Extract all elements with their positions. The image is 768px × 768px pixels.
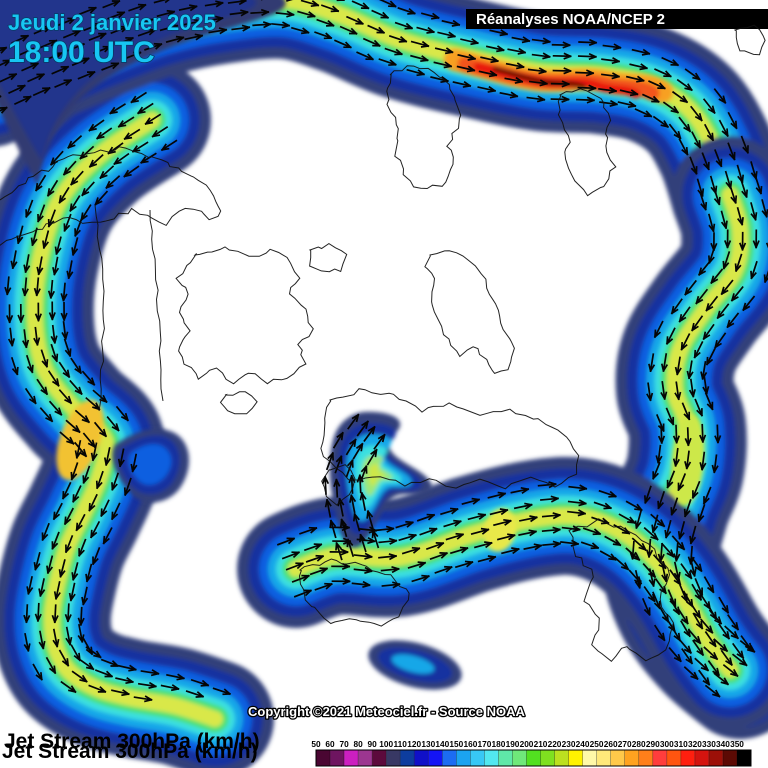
svg-text:230: 230 <box>562 739 576 749</box>
svg-text:140: 140 <box>435 739 449 749</box>
svg-text:50: 50 <box>311 739 321 749</box>
svg-text:170: 170 <box>477 739 491 749</box>
svg-text:190: 190 <box>506 739 520 749</box>
svg-text:18:00 UTC: 18:00 UTC <box>8 36 155 69</box>
svg-text:Réanalyses NOAA/NCEP 2: Réanalyses NOAA/NCEP 2 <box>476 11 665 28</box>
svg-text:180: 180 <box>491 739 505 749</box>
svg-text:350: 350 <box>730 739 744 749</box>
svg-text:210: 210 <box>534 739 548 749</box>
svg-text:220: 220 <box>548 739 562 749</box>
svg-text:60: 60 <box>325 739 335 749</box>
svg-text:130: 130 <box>421 739 435 749</box>
svg-text:160: 160 <box>463 739 477 749</box>
svg-text:200: 200 <box>520 739 534 749</box>
svg-text:110: 110 <box>394 739 408 749</box>
svg-text:150: 150 <box>449 739 463 749</box>
svg-text:310: 310 <box>674 739 688 749</box>
svg-text:320: 320 <box>688 739 702 749</box>
svg-text:80: 80 <box>353 739 363 749</box>
svg-text:250: 250 <box>590 739 604 749</box>
svg-text:240: 240 <box>576 739 590 749</box>
svg-text:260: 260 <box>604 739 618 749</box>
svg-text:300: 300 <box>660 739 674 749</box>
svg-text:280: 280 <box>632 739 646 749</box>
svg-text:90: 90 <box>367 739 377 749</box>
svg-text:270: 270 <box>618 739 632 749</box>
svg-text:330: 330 <box>702 739 716 749</box>
svg-text:120: 120 <box>407 739 421 749</box>
svg-text:340: 340 <box>716 739 730 749</box>
svg-text:Jeudi 2 janvier 2025: Jeudi 2 janvier 2025 <box>8 10 216 35</box>
svg-text:Jet Stream 300hPa (km/h): Jet Stream 300hPa (km/h) <box>2 740 258 763</box>
svg-text:Copyright ©2021 Meteociel.fr -: Copyright ©2021 Meteociel.fr - Source NO… <box>248 704 525 719</box>
svg-text:70: 70 <box>339 739 349 749</box>
svg-text:100: 100 <box>379 739 393 749</box>
svg-text:290: 290 <box>646 739 660 749</box>
